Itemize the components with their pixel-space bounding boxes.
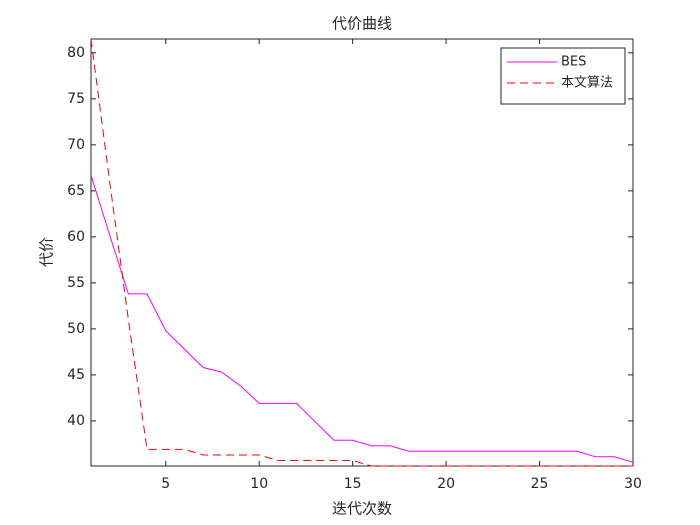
y-tick-label: 40 [67,413,85,429]
y-tick-label: 65 [67,183,85,199]
y-tick-label: 80 [67,45,85,61]
series-line [90,38,633,467]
x-tick-label: 20 [437,476,455,492]
y-tick-label: 50 [67,321,85,337]
series-line [90,175,634,463]
legend-label: BES [561,55,586,70]
x-axis-label: 迭代次数 [332,500,392,518]
legend-box [500,47,626,105]
x-tick-label: 10 [250,476,268,492]
x-tick-label: 5 [161,476,170,492]
y-tick-label: 60 [67,229,85,245]
y-tick-label: 45 [67,367,85,383]
y-tick-label: 75 [67,91,85,107]
chart-title: 代价曲线 [332,15,392,33]
x-tick-label: 25 [531,476,549,492]
plot-area [90,38,634,467]
y-axis-label: 代价 [38,237,56,267]
x-tick-label: 30 [624,476,642,492]
y-tick-label: 70 [67,137,85,153]
legend: BES 本文算法 [500,47,626,105]
x-tick-label: 15 [344,476,362,492]
y-tick-label: 55 [67,275,85,291]
legend-label: 本文算法 [561,76,613,91]
